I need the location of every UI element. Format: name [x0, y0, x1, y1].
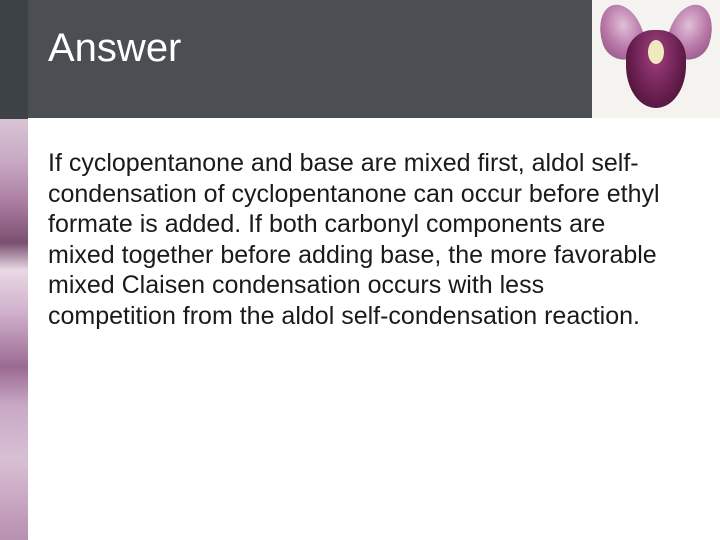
slide-body-text: If cyclopentanone and base are mixed fir… [48, 148, 660, 331]
slide-header: Answer [0, 0, 720, 118]
orchid-image [592, 0, 720, 118]
slide-title: Answer [48, 26, 181, 71]
left-accent-strip [0, 0, 28, 540]
slide: Answer If cyclopentanone and base are mi… [0, 0, 720, 540]
flower-lip-icon [626, 30, 686, 108]
